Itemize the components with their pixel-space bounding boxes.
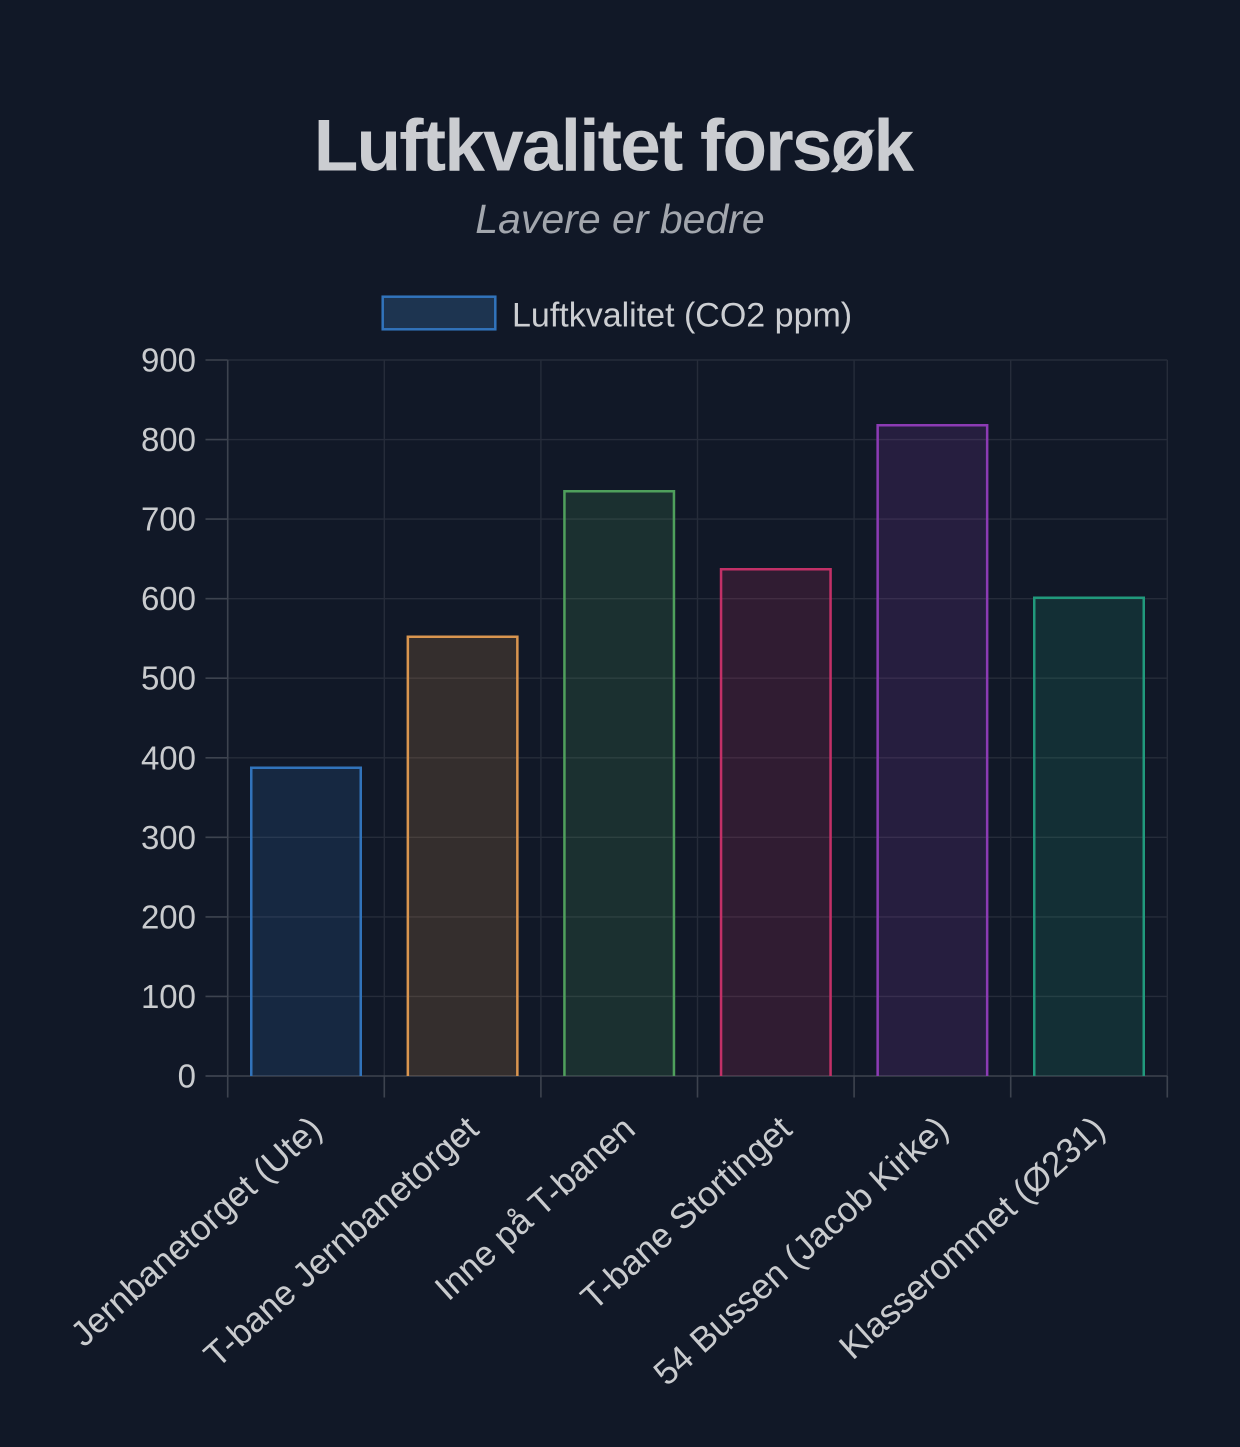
svg-text:Luftkvalitet (CO2 ppm): Luftkvalitet (CO2 ppm) [512, 297, 852, 335]
svg-text:200: 200 [141, 898, 196, 935]
svg-text:0: 0 [178, 1058, 196, 1095]
svg-text:900: 900 [141, 342, 196, 379]
svg-text:700: 700 [141, 501, 196, 538]
svg-text:300: 300 [141, 819, 196, 856]
svg-text:400: 400 [141, 739, 196, 776]
svg-text:Lavere er bedre: Lavere er bedre [475, 196, 764, 242]
svg-text:100: 100 [141, 978, 196, 1015]
svg-text:Luftkvalitet forsøk: Luftkvalitet forsøk [314, 106, 915, 187]
svg-text:500: 500 [141, 660, 196, 697]
svg-text:800: 800 [141, 421, 196, 458]
svg-text:600: 600 [141, 580, 196, 617]
